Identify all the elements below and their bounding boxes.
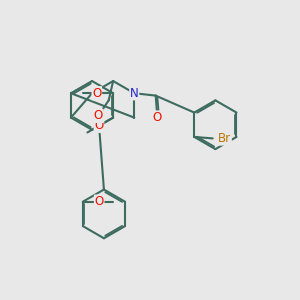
Text: O: O	[94, 119, 103, 132]
Text: O: O	[92, 87, 101, 100]
Text: Br: Br	[218, 132, 231, 145]
Text: O: O	[94, 109, 103, 122]
Text: O: O	[94, 195, 104, 208]
Text: N: N	[130, 87, 139, 100]
Text: O: O	[152, 111, 162, 124]
